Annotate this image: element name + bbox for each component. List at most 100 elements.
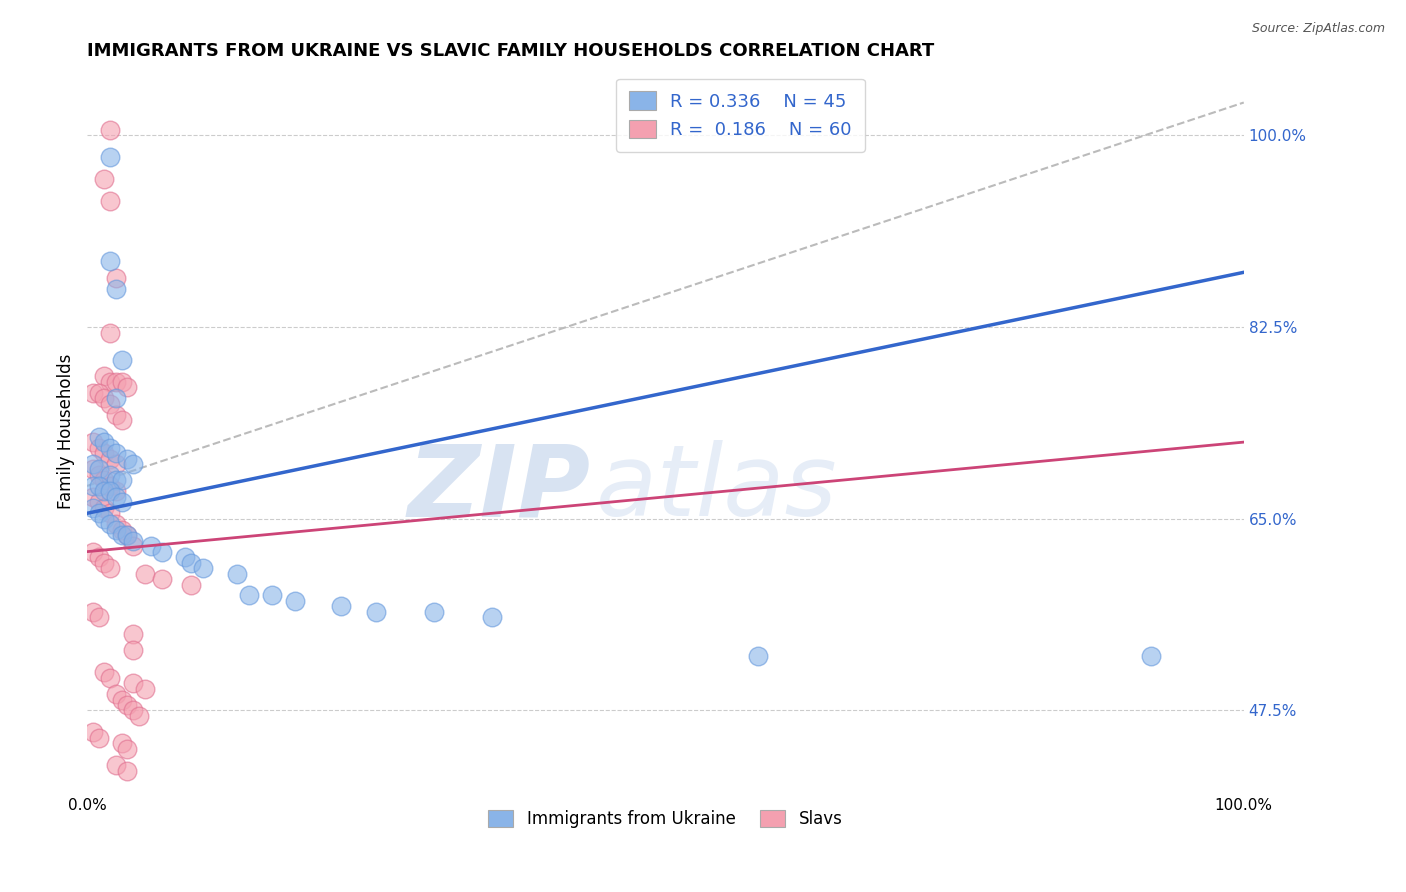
Point: [226, 566, 249, 581]
Point: [150, 572, 173, 586]
Point: [174, 550, 197, 565]
Point: [150, 544, 173, 558]
Point: [87, 441, 110, 455]
Point: [87, 467, 110, 482]
Point: [423, 605, 446, 619]
Point: [104, 446, 127, 460]
Point: [117, 764, 139, 778]
Point: [82, 490, 104, 504]
Point: [98, 517, 121, 532]
Point: [93, 484, 115, 499]
Point: [238, 589, 260, 603]
Point: [93, 500, 115, 515]
Y-axis label: Family Households: Family Households: [58, 353, 75, 508]
Point: [330, 599, 353, 614]
Point: [122, 533, 145, 548]
Point: [111, 523, 134, 537]
Point: [87, 385, 110, 400]
Point: [87, 731, 110, 745]
Point: [93, 512, 115, 526]
Point: [134, 681, 156, 696]
Point: [87, 550, 110, 565]
Point: [93, 665, 115, 680]
Point: [93, 474, 115, 488]
Point: [98, 397, 121, 411]
Point: [122, 627, 145, 641]
Point: [284, 594, 307, 608]
Text: ZIP: ZIP: [408, 441, 591, 538]
Point: [87, 610, 110, 624]
Point: [93, 435, 115, 450]
Point: [117, 742, 139, 756]
Text: atlas: atlas: [596, 441, 838, 538]
Point: [180, 577, 202, 591]
Point: [98, 451, 121, 466]
Point: [180, 556, 202, 570]
Point: [82, 544, 104, 558]
Point: [82, 479, 104, 493]
Point: [111, 736, 134, 750]
Point: [98, 375, 121, 389]
Point: [111, 353, 134, 368]
Point: [122, 539, 145, 553]
Point: [82, 605, 104, 619]
Point: [104, 490, 127, 504]
Legend: Immigrants from Ukraine, Slavs: Immigrants from Ukraine, Slavs: [481, 804, 849, 835]
Point: [104, 474, 127, 488]
Point: [122, 457, 145, 471]
Point: [98, 479, 121, 493]
Point: [93, 446, 115, 460]
Point: [104, 687, 127, 701]
Point: [98, 254, 121, 268]
Point: [82, 725, 104, 739]
Point: [98, 671, 121, 685]
Point: [87, 462, 110, 476]
Point: [122, 643, 145, 657]
Point: [98, 506, 121, 520]
Point: [122, 704, 145, 718]
Point: [117, 451, 139, 466]
Point: [104, 517, 127, 532]
Point: [139, 539, 162, 553]
Point: [98, 441, 121, 455]
Point: [82, 500, 104, 515]
Point: [98, 467, 121, 482]
Point: [87, 479, 110, 493]
Point: [93, 556, 115, 570]
Point: [747, 648, 769, 663]
Point: [98, 561, 121, 575]
Point: [191, 561, 214, 575]
Point: [87, 495, 110, 509]
Point: [93, 392, 115, 406]
Point: [117, 528, 139, 542]
Point: [1140, 648, 1163, 663]
Point: [104, 408, 127, 422]
Point: [117, 380, 139, 394]
Point: [111, 413, 134, 427]
Point: [82, 462, 104, 476]
Text: IMMIGRANTS FROM UKRAINE VS SLAVIC FAMILY HOUSEHOLDS CORRELATION CHART: IMMIGRANTS FROM UKRAINE VS SLAVIC FAMILY…: [87, 42, 934, 60]
Point: [98, 150, 121, 164]
Point: [262, 589, 284, 603]
Point: [111, 474, 134, 488]
Point: [104, 270, 127, 285]
Point: [98, 484, 121, 499]
Point: [111, 375, 134, 389]
Point: [104, 282, 127, 296]
Point: [82, 457, 104, 471]
Point: [98, 123, 121, 137]
Point: [134, 566, 156, 581]
Point: [111, 528, 134, 542]
Text: Source: ZipAtlas.com: Source: ZipAtlas.com: [1251, 22, 1385, 36]
Point: [104, 523, 127, 537]
Point: [93, 172, 115, 186]
Point: [93, 369, 115, 384]
Point: [104, 484, 127, 499]
Point: [87, 506, 110, 520]
Point: [98, 194, 121, 208]
Point: [104, 758, 127, 772]
Point: [104, 457, 127, 471]
Point: [104, 375, 127, 389]
Point: [82, 385, 104, 400]
Point: [98, 326, 121, 340]
